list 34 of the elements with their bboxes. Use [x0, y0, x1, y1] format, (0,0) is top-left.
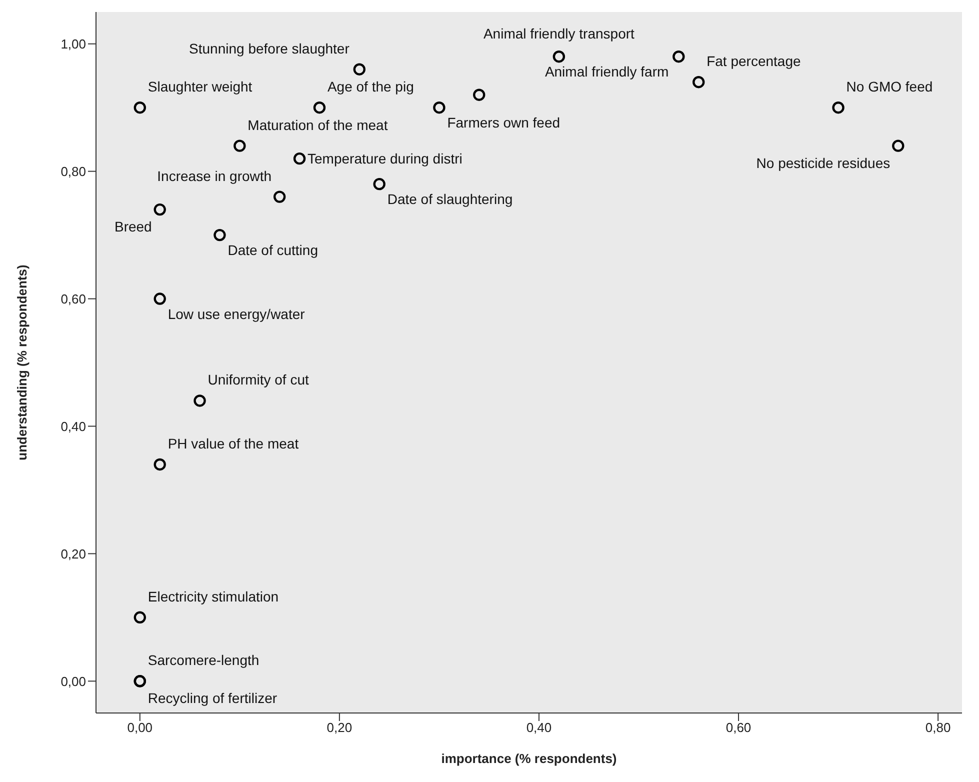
data-label: Low use energy/water	[168, 306, 306, 322]
data-label: Recycling of fertilizer	[148, 690, 278, 706]
y-tick-label: 0,60	[60, 291, 86, 306]
x-tick-label: 0,60	[726, 720, 752, 736]
x-axis-title: importance (% respondents)	[441, 751, 617, 766]
y-tick-label: 1,00	[60, 36, 86, 52]
data-label: Animal friendly transport	[483, 26, 635, 42]
y-tick-label: 0,40	[60, 418, 86, 434]
x-tick-label: 0,40	[526, 720, 552, 736]
data-label: Fat percentage	[706, 53, 801, 70]
data-label: No pesticide residues	[756, 154, 890, 171]
data-label: Temperature during distri	[308, 150, 462, 167]
data-label: Animal friendly farm	[544, 64, 669, 80]
data-label: Breed	[114, 218, 152, 235]
data-label: Age of the pig	[327, 78, 414, 95]
data-label: Maturation of the meat	[248, 116, 388, 133]
data-label: PH value of the meat	[168, 435, 299, 452]
x-tick-label: 0,20	[326, 720, 352, 736]
data-label: Slaughter weight	[148, 78, 252, 95]
y-tick-label: 0,00	[60, 674, 86, 689]
data-label: Stunning before slaughter	[189, 40, 350, 56]
data-label: No GMO feed	[846, 78, 933, 95]
data-label: Date of cutting	[228, 242, 318, 258]
x-tick-label: 0,00	[127, 720, 153, 736]
y-tick-label: 0,80	[60, 164, 86, 179]
data-label: Farmers own feed	[447, 114, 560, 131]
data-label: Sarcomere-length	[148, 652, 260, 668]
y-tick-label: 0,20	[60, 546, 86, 562]
data-label: Electricity stimulation	[148, 588, 279, 604]
data-label: Increase in growth	[157, 168, 272, 184]
x-tick-label: 0,80	[925, 720, 951, 736]
y-axis-title: understanding (% respondents)	[14, 264, 30, 460]
data-label: Date of slaughtering	[387, 191, 513, 208]
data-label: Uniformity of cut	[208, 372, 310, 388]
